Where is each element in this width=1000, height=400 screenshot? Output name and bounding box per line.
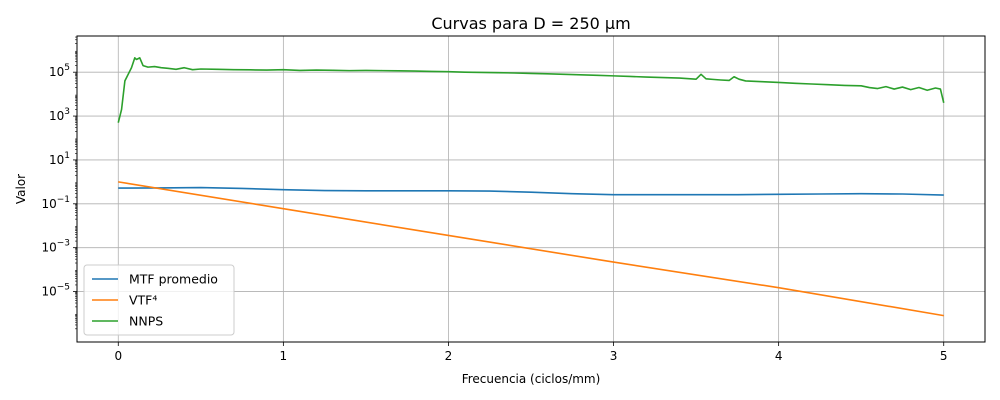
plot-frame — [76, 35, 986, 343]
series-line-2 — [118, 181, 944, 317]
x-axis-ticks: 0 1 2 3 4 5 — [114, 342, 948, 363]
x-axis-title: Frecuencia (ciclos/mm) — [462, 372, 601, 386]
series-line-1 — [118, 186, 944, 196]
y-tick-label: 105 — [49, 63, 70, 79]
x-tick-label: 1 — [280, 349, 288, 363]
y-tick-label: 10−5 — [41, 283, 70, 299]
y-tick-label: 101 — [49, 151, 70, 167]
series-line-3 — [117, 57, 945, 123]
legend-label-2: VTF⁴ — [129, 293, 157, 308]
x-tick-label: 2 — [445, 349, 453, 363]
x-tick-label: 5 — [940, 349, 948, 363]
legend-label-1: MTF promedio — [129, 272, 218, 287]
y-tick-label: 103 — [49, 107, 70, 123]
x-tick-label: 3 — [610, 349, 618, 363]
x-tick-label: 0 — [114, 349, 122, 363]
series-lines — [117, 57, 945, 317]
legend-label-3: NNPS — [129, 314, 163, 329]
chart-title: Curvas para D = 250 µm — [431, 14, 630, 33]
x-tick-label: 4 — [775, 349, 783, 363]
legend: MTF promedio VTF⁴ NNPS — [83, 264, 235, 336]
y-tick-label: 10−1 — [41, 195, 70, 211]
y-axis-ticks: 10−5 10−3 10−1 101 103 105 — [41, 36, 77, 330]
legend-box — [83, 264, 235, 336]
y-axis-title: Valor — [14, 174, 28, 204]
y-tick-label: 10−3 — [41, 239, 70, 255]
